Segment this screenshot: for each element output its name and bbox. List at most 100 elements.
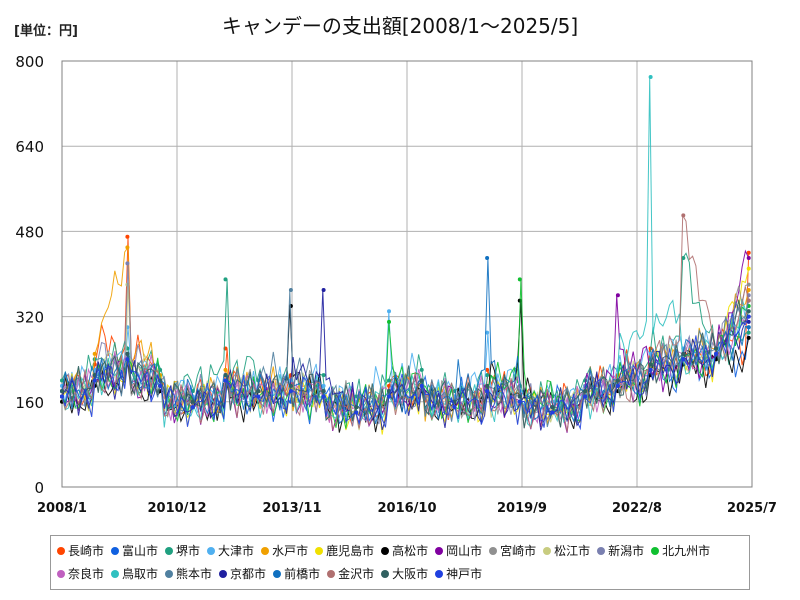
legend-item: 高松市 <box>381 540 428 561</box>
data-point <box>256 389 261 394</box>
legend-item: 神戸市 <box>435 563 482 584</box>
data-point <box>583 389 588 394</box>
data-point <box>615 383 620 388</box>
legend-marker <box>207 546 216 555</box>
x-tick-label: 2019/9 <box>497 501 547 516</box>
legend-label: 宮崎市 <box>500 544 537 558</box>
x-tick-label: 2008/1 <box>37 501 87 516</box>
data-point <box>485 383 490 388</box>
legend-label: 大阪市 <box>392 567 429 581</box>
legend-label: 鹿児島市 <box>326 544 375 558</box>
data-point <box>223 367 228 372</box>
y-tick-label: 800 <box>15 53 44 71</box>
legend-label: 前橋市 <box>284 567 321 581</box>
legend-item: 大阪市 <box>381 563 428 584</box>
data-point <box>746 314 751 319</box>
legend-label: 奈良市 <box>68 567 105 581</box>
data-point <box>681 213 686 218</box>
data-point <box>485 389 490 394</box>
legend-label: 新潟市 <box>608 544 645 558</box>
data-point <box>125 245 130 250</box>
x-tick-label: 2013/11 <box>262 501 321 516</box>
data-point <box>746 298 751 303</box>
legend-marker <box>273 569 282 578</box>
legend-label: 岡山市 <box>446 544 483 558</box>
series-line <box>61 263 750 427</box>
data-point <box>746 282 751 287</box>
legend-item: 水戸市 <box>261 540 308 561</box>
legend-marker <box>111 546 120 555</box>
y-tick-label: 640 <box>15 138 44 156</box>
legend-marker <box>489 546 498 555</box>
data-point <box>550 410 555 415</box>
legend-item: 富山市 <box>111 540 158 561</box>
data-point <box>485 367 490 372</box>
legend-item: 宮崎市 <box>489 540 536 561</box>
legend-label: 松江市 <box>554 544 591 558</box>
legend-marker <box>435 546 444 555</box>
legend-item: 鹿児島市 <box>315 540 374 561</box>
legend-item: 長崎市 <box>57 540 104 561</box>
data-point <box>746 287 751 292</box>
plot-border <box>61 60 753 488</box>
legend-marker <box>381 546 390 555</box>
legend-label: 堺市 <box>176 544 201 558</box>
data-point <box>223 378 228 383</box>
x-tick-label: 2016/10 <box>377 501 436 516</box>
data-point <box>714 351 719 356</box>
data-point <box>321 287 326 292</box>
y-tick-label: 320 <box>15 309 44 327</box>
legend-marker <box>165 569 174 578</box>
data-point <box>60 378 64 383</box>
legend: 長崎市 富山市 堺市 大津市 水戸市 鹿児島市 高松市 岡山市 宮崎市 松江市 新潟市 北九州市奈良市… <box>50 535 750 590</box>
x-tick-label: 2025/7 <box>727 501 777 516</box>
data-point <box>517 394 522 399</box>
data-point <box>615 378 620 383</box>
data-point <box>746 330 751 335</box>
data-point <box>419 383 424 388</box>
data-point <box>387 394 392 399</box>
data-point <box>60 389 64 394</box>
data-point <box>125 261 130 266</box>
data-point <box>485 256 490 261</box>
legend-marker <box>651 546 660 555</box>
legend-item: 岡山市 <box>435 540 482 561</box>
data-point <box>615 293 620 298</box>
data-point <box>125 351 130 356</box>
data-point <box>419 378 424 383</box>
data-point <box>321 389 326 394</box>
legend-label: 大津市 <box>218 544 255 558</box>
data-point <box>746 325 751 330</box>
data-point <box>517 277 522 282</box>
data-point <box>746 335 751 340</box>
data-point <box>92 373 97 378</box>
data-point <box>485 373 490 378</box>
data-point <box>714 346 719 351</box>
legend-label: 金沢市 <box>338 567 375 581</box>
legend-label: 鳥取市 <box>122 567 159 581</box>
legend-item: 北九州市 <box>651 540 710 561</box>
data-point <box>648 362 653 367</box>
data-point <box>92 351 97 356</box>
series-line <box>61 299 750 428</box>
data-point <box>321 394 326 399</box>
legend-item: 松江市 <box>543 540 590 561</box>
y-tick-label: 480 <box>15 223 44 241</box>
legend-marker <box>57 546 65 555</box>
legend-marker <box>165 546 174 555</box>
data-point <box>125 234 130 239</box>
legend-item: 前橋市 <box>273 563 320 584</box>
legend-marker <box>597 546 606 555</box>
data-point <box>223 373 228 378</box>
legend-label: 水戸市 <box>272 544 309 558</box>
data-point <box>681 256 686 261</box>
data-point <box>387 319 392 324</box>
x-tick-label: 2022/8 <box>612 501 662 516</box>
legend-label: 高松市 <box>392 544 429 558</box>
data-point <box>746 256 751 261</box>
series-line <box>61 312 750 431</box>
legend-label: 熊本市 <box>176 567 213 581</box>
data-point <box>92 378 97 383</box>
